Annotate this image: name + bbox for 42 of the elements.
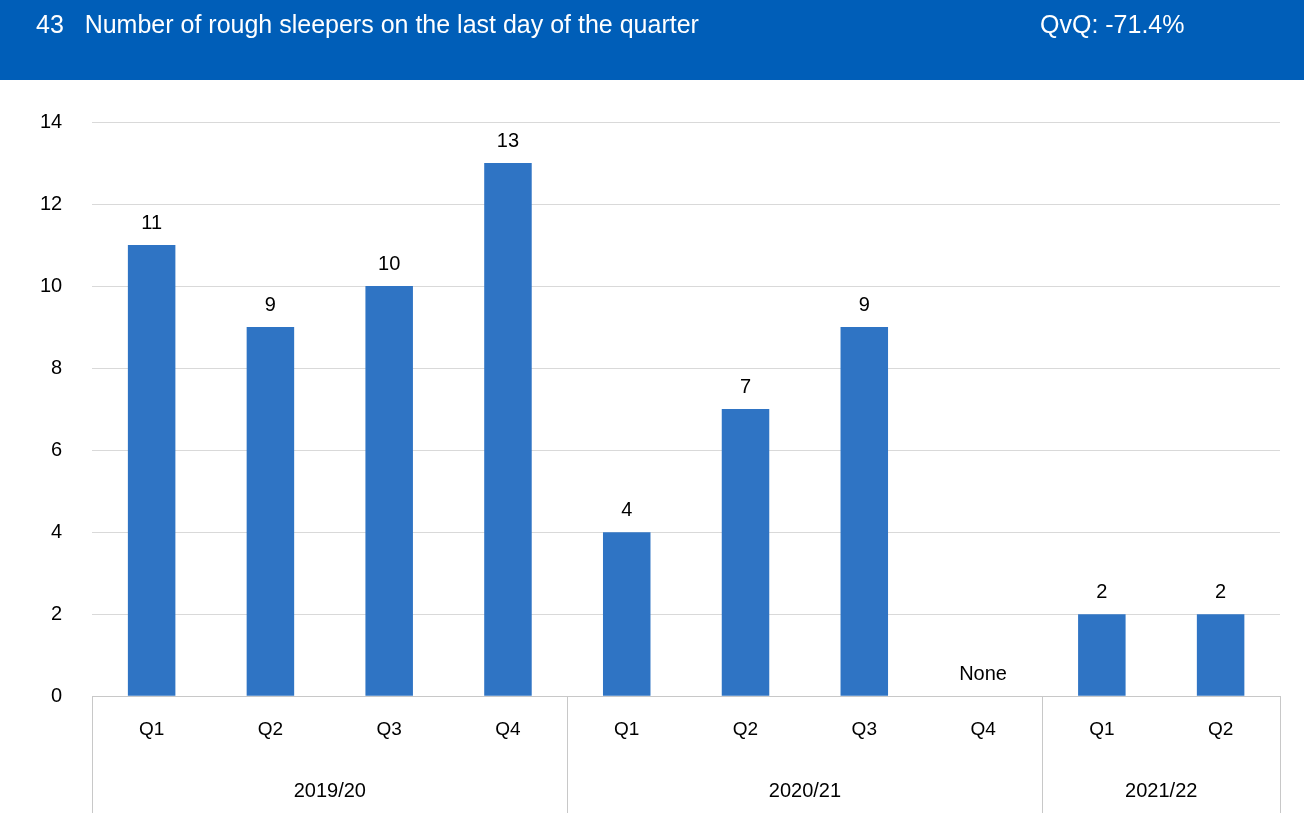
x-tick-label: Q1: [1089, 717, 1115, 739]
data-label: 10: [378, 251, 401, 274]
y-tick-label: 10: [40, 273, 63, 296]
y-tick-label: 0: [51, 683, 63, 706]
bar: [1196, 614, 1245, 696]
bar: [721, 409, 770, 696]
x-tick-label: Q1: [614, 717, 640, 739]
data-label: 4: [621, 497, 633, 520]
x-tick-label: Q3: [851, 717, 877, 739]
y-tick-label: 8: [51, 355, 63, 378]
text: 2019/20: [293, 778, 366, 801]
text: 2020/21: [768, 778, 842, 801]
data-label: 13: [496, 128, 520, 151]
y-tick-label: 4: [51, 519, 63, 542]
chart-title: 43 Number of rough sleepers on the last day of the quarter: [36, 10, 699, 39]
x-tick-label: Q2: [257, 717, 284, 739]
data-label: 2: [1096, 579, 1108, 602]
bar: [246, 327, 295, 696]
bar: [365, 286, 413, 696]
x-tick-label: Q2: [732, 717, 759, 739]
y-tick-label: 2: [51, 601, 63, 624]
bar: [840, 327, 889, 696]
data-label: 9: [264, 292, 276, 315]
y-tick-label: 6: [51, 437, 63, 460]
x-tick-label: Q2: [1207, 717, 1234, 739]
x-tick-label: Q4: [495, 717, 522, 739]
bar: [127, 245, 176, 696]
chart-subtitle: QvQ: -71.4%: [1040, 10, 1185, 39]
data-label: 2: [1215, 579, 1227, 602]
y-tick-label: 12: [40, 191, 63, 214]
x-tick-label: Q4: [970, 717, 997, 739]
bar: [1078, 614, 1126, 696]
y-tick-label: 14: [40, 109, 63, 132]
data-label: 7: [739, 374, 752, 397]
text: 2021/22: [1125, 778, 1198, 801]
bar: [484, 163, 532, 696]
data-label: 9: [858, 292, 870, 315]
text: None: [959, 661, 1007, 684]
bar: [602, 532, 651, 696]
x-tick-label: Q1: [138, 717, 165, 739]
x-tick-label: Q3: [376, 717, 402, 739]
data-label: 11: [141, 210, 163, 233]
